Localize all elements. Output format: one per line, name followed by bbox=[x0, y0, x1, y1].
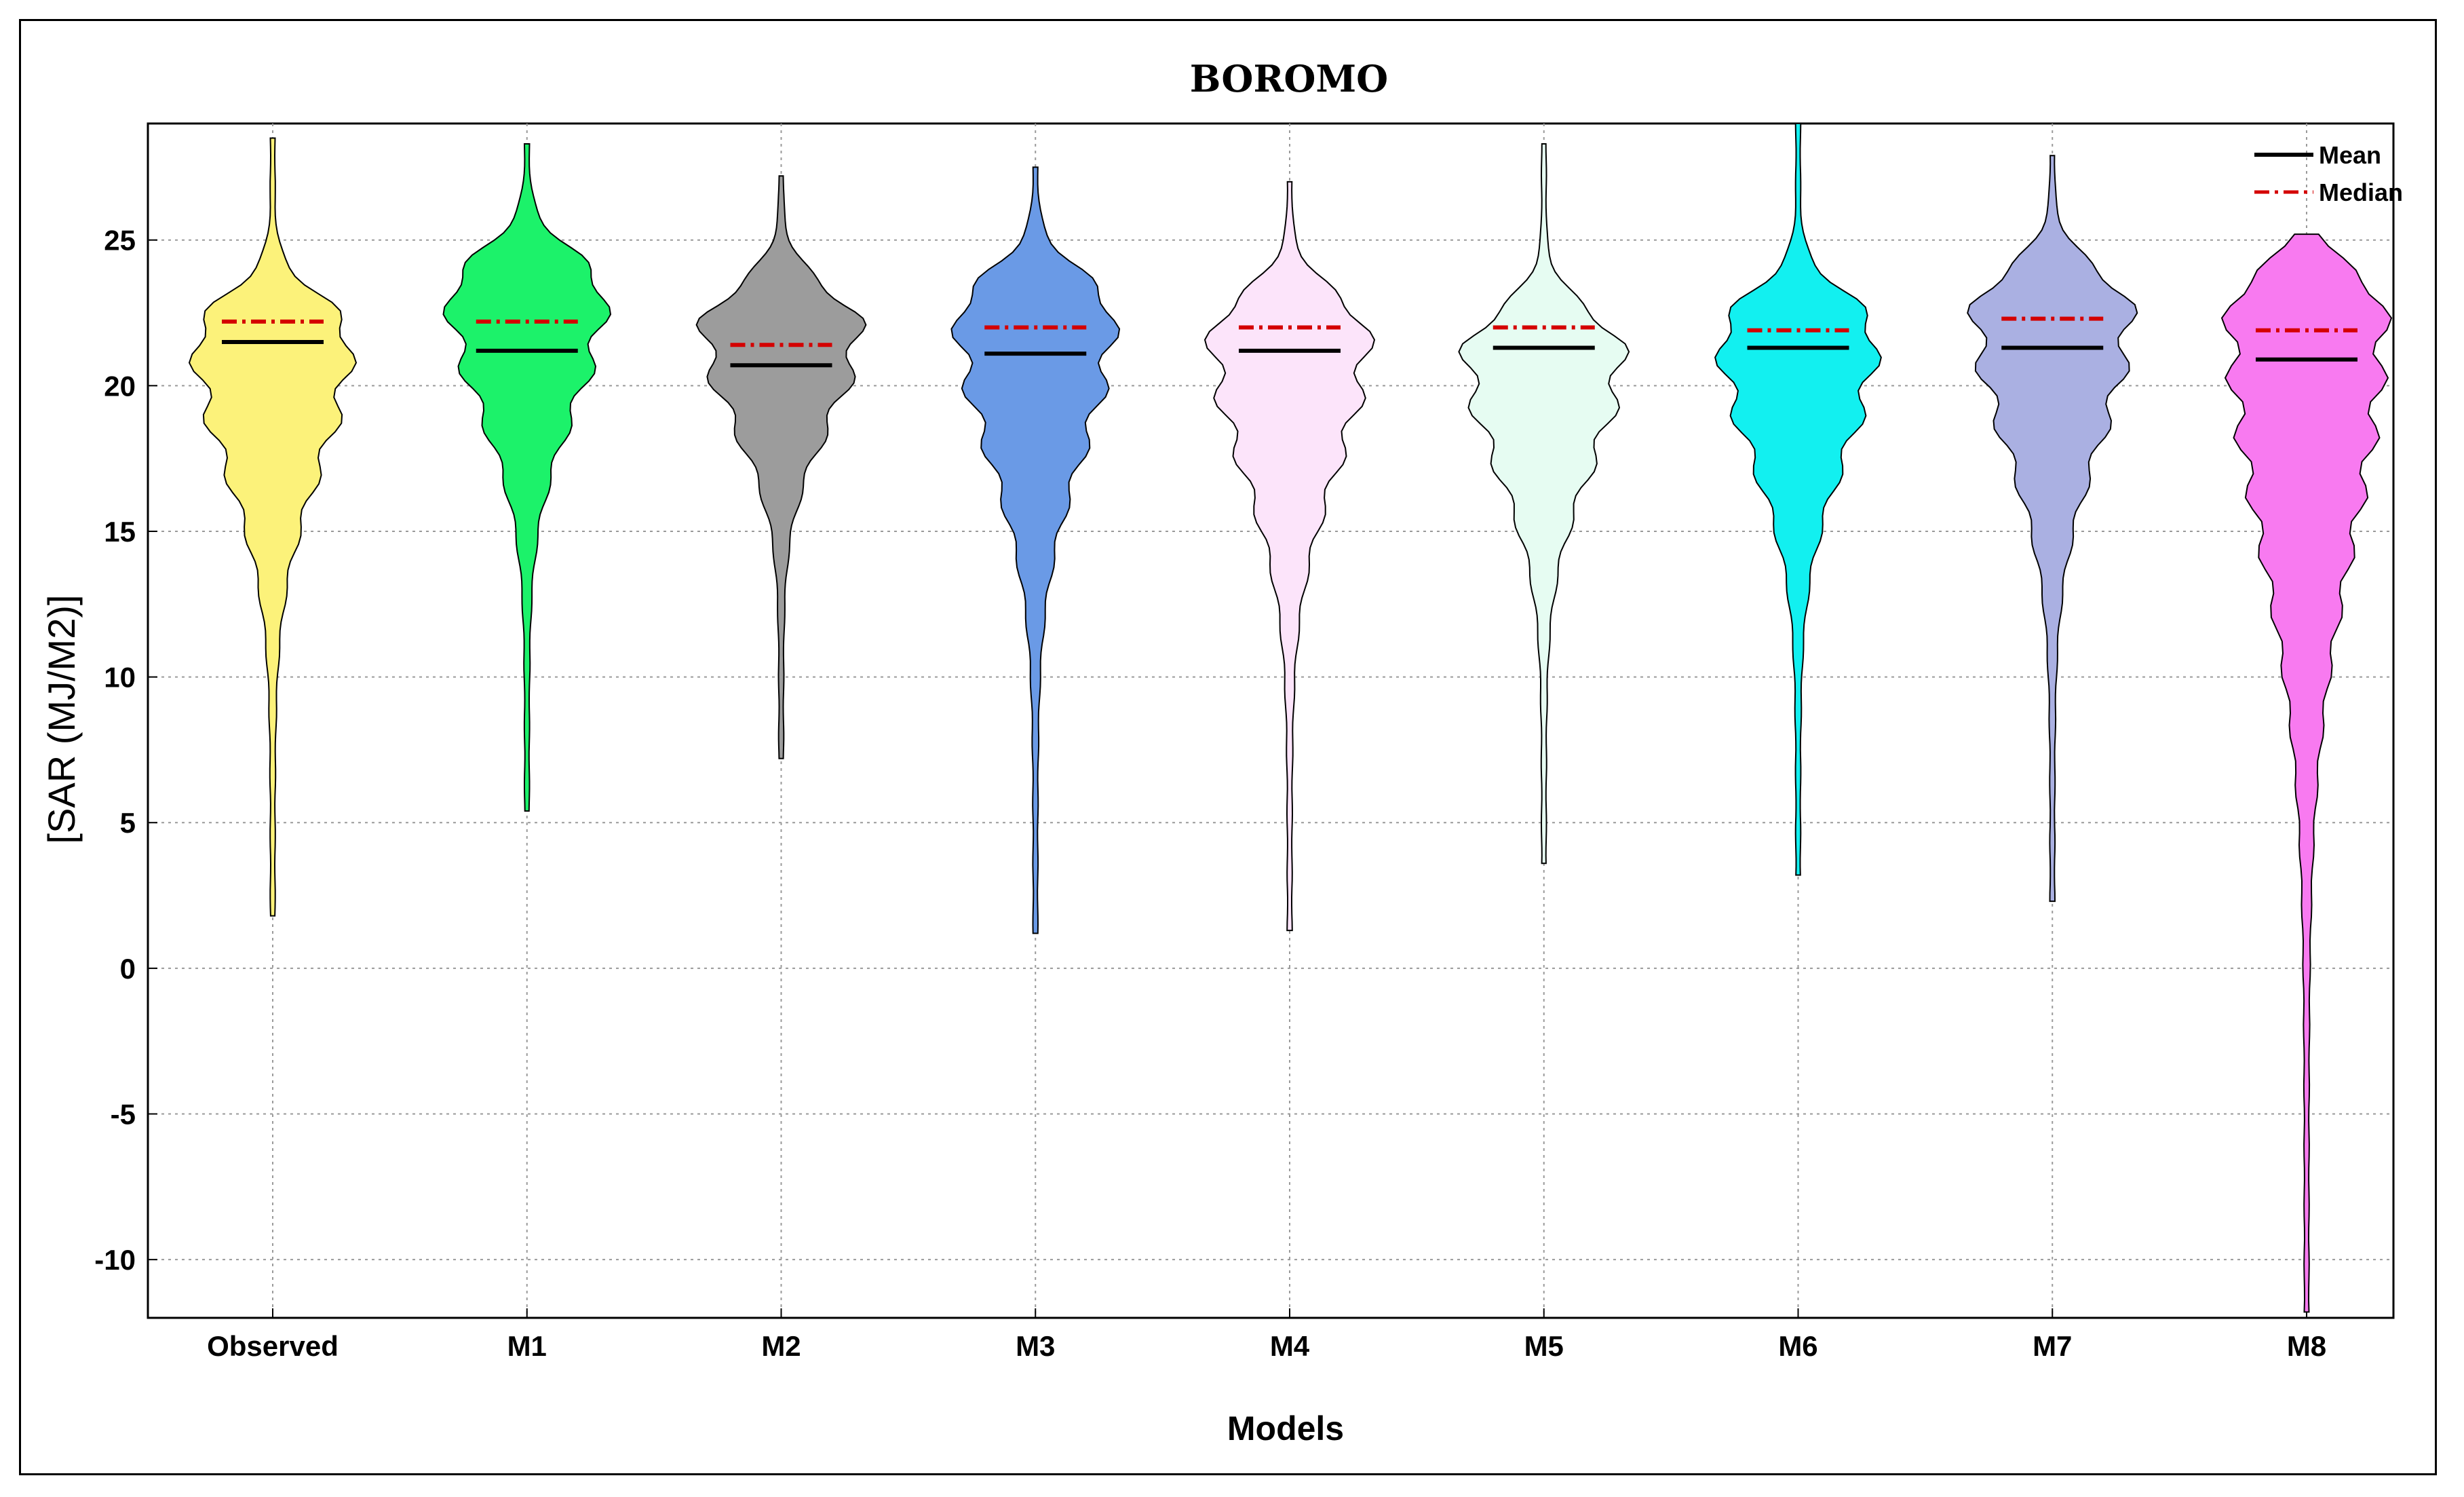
x-tick-label: M4 bbox=[1270, 1330, 1310, 1362]
x-tick-label: M8 bbox=[2287, 1330, 2326, 1362]
violin-M4 bbox=[1204, 181, 1376, 932]
y-tick-label: 25 bbox=[104, 225, 136, 257]
x-axis-label: Models bbox=[1227, 1409, 1344, 1447]
violin-M5 bbox=[1458, 143, 1630, 865]
y-tick-label: 10 bbox=[104, 662, 136, 694]
x-tick-label: M7 bbox=[2033, 1330, 2072, 1362]
x-tick-label: M2 bbox=[761, 1330, 801, 1362]
x-tick-label: M3 bbox=[1016, 1330, 1055, 1362]
y-tick-label: -10 bbox=[94, 1244, 136, 1276]
violin-M6 bbox=[1714, 123, 1882, 876]
legend-median-label: Median bbox=[2319, 178, 2403, 206]
x-tick-label: Observed bbox=[207, 1330, 339, 1362]
y-axis-label: [SAR (MJ/M2)] bbox=[40, 594, 83, 844]
x-axis-ticks: Observed M1 M2 M3 M4 M5 M6 M7 M8 bbox=[207, 1330, 2326, 1362]
violin-M8 bbox=[2220, 233, 2393, 1313]
x-tick-label: M5 bbox=[1524, 1330, 1564, 1362]
violin-M7 bbox=[1967, 155, 2138, 903]
violin-M2 bbox=[695, 175, 867, 759]
violin-M1 bbox=[442, 143, 612, 812]
chart-title: BOROMO bbox=[1190, 57, 1388, 100]
y-tick-label: 0 bbox=[120, 953, 136, 985]
y-tick-label: 15 bbox=[104, 516, 136, 548]
y-tick-label: 5 bbox=[120, 807, 136, 839]
y-tick-label: 20 bbox=[104, 370, 136, 402]
violin-M3 bbox=[950, 166, 1121, 934]
y-axis-ticks: -10 -5 0 5 10 15 20 25 bbox=[94, 225, 136, 1276]
legend: Mean Median bbox=[2254, 141, 2403, 206]
y-tick-label: -5 bbox=[111, 1099, 136, 1131]
legend-mean-label: Mean bbox=[2319, 141, 2381, 169]
violin-Observed bbox=[188, 137, 358, 917]
x-tick-label: M1 bbox=[507, 1330, 547, 1362]
violins bbox=[188, 123, 2393, 1313]
x-tick-label: M6 bbox=[1778, 1330, 1817, 1362]
